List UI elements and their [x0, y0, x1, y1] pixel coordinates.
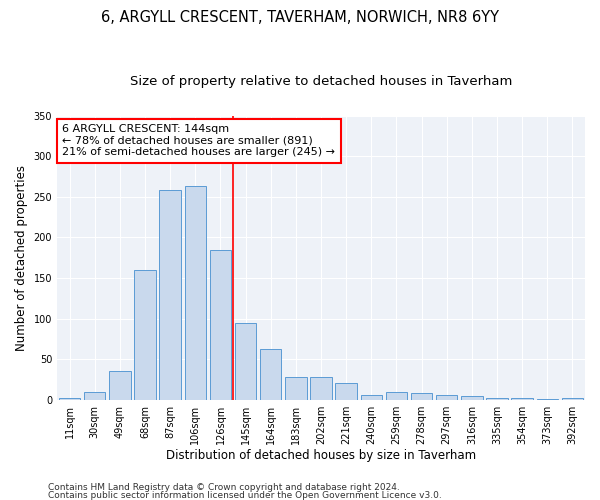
Bar	[84, 392, 106, 400]
Bar	[109, 372, 131, 400]
Bar	[185, 186, 206, 400]
Bar	[160, 190, 181, 400]
Bar	[411, 393, 432, 400]
Bar	[335, 384, 357, 400]
Bar	[134, 270, 156, 400]
Y-axis label: Number of detached properties: Number of detached properties	[15, 164, 28, 350]
Bar	[210, 250, 231, 400]
Bar	[310, 377, 332, 400]
Bar	[260, 350, 281, 400]
Bar	[536, 399, 558, 400]
Bar	[562, 398, 583, 400]
Bar	[361, 395, 382, 400]
Text: Contains public sector information licensed under the Open Government Licence v3: Contains public sector information licen…	[48, 490, 442, 500]
Bar	[285, 377, 307, 400]
Bar	[487, 398, 508, 400]
Bar	[436, 395, 457, 400]
Bar	[59, 398, 80, 400]
Bar	[386, 392, 407, 400]
X-axis label: Distribution of detached houses by size in Taverham: Distribution of detached houses by size …	[166, 450, 476, 462]
Bar	[235, 322, 256, 400]
Text: 6, ARGYLL CRESCENT, TAVERHAM, NORWICH, NR8 6YY: 6, ARGYLL CRESCENT, TAVERHAM, NORWICH, N…	[101, 10, 499, 25]
Bar	[461, 396, 482, 400]
Text: 6 ARGYLL CRESCENT: 144sqm
← 78% of detached houses are smaller (891)
21% of semi: 6 ARGYLL CRESCENT: 144sqm ← 78% of detac…	[62, 124, 335, 158]
Title: Size of property relative to detached houses in Taverham: Size of property relative to detached ho…	[130, 75, 512, 88]
Bar	[511, 398, 533, 400]
Text: Contains HM Land Registry data © Crown copyright and database right 2024.: Contains HM Land Registry data © Crown c…	[48, 484, 400, 492]
